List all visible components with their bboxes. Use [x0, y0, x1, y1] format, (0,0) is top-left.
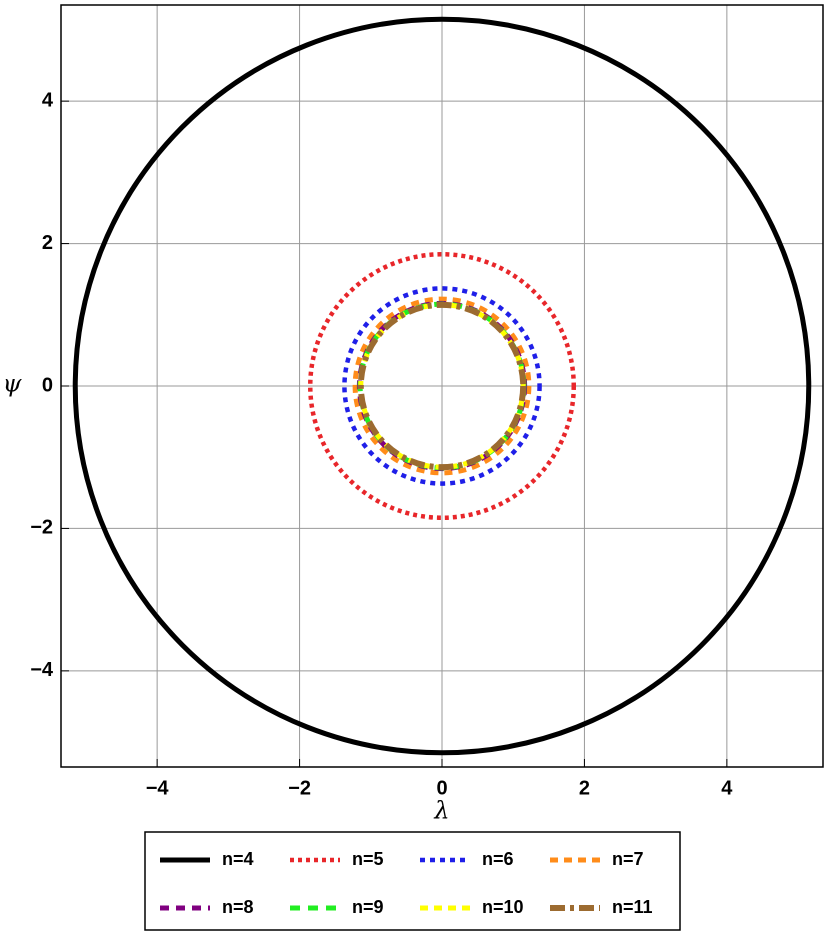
y-tick-label: 2: [42, 232, 53, 254]
legend-label: n=7: [612, 849, 644, 869]
curve: [357, 301, 527, 471]
x-tick-label: 0: [436, 777, 447, 799]
legend-label: n=10: [482, 897, 524, 917]
x-axis-label: λ: [433, 797, 449, 825]
y-axis-label: ψ: [3, 370, 23, 398]
x-tick-label: −4: [146, 777, 170, 799]
legend-label: n=9: [352, 897, 384, 917]
curve: [72, 16, 812, 756]
legend-label: n=5: [352, 849, 384, 869]
y-tick-label: −4: [30, 659, 54, 681]
legend-label: n=6: [482, 849, 514, 869]
y-tick-label: 4: [42, 89, 54, 111]
legend-label: n=8: [222, 897, 254, 917]
x-tick-label: 2: [579, 777, 590, 799]
x-tick-label: −2: [288, 777, 311, 799]
plot-frame: [60, 4, 824, 768]
y-tick-label: 0: [42, 374, 53, 396]
x-tick-label: 4: [721, 777, 733, 799]
legend-label: n=11: [612, 897, 653, 917]
curve: [352, 296, 532, 476]
legend-label: n=4: [222, 849, 254, 869]
curve: [342, 286, 542, 486]
legend-box: [144, 831, 681, 931]
y-tick-label: −2: [30, 517, 53, 539]
curve: [308, 252, 576, 520]
